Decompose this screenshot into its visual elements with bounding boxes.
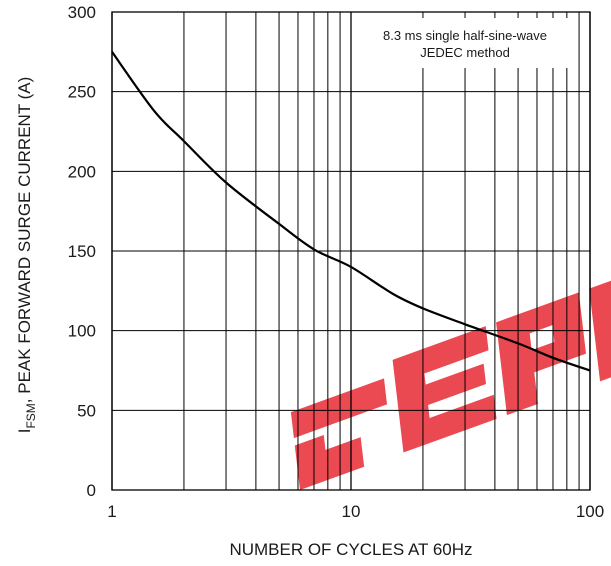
x-tick-label: 10 bbox=[342, 502, 361, 521]
x-tick-label: 1 bbox=[107, 502, 116, 521]
y-tick-label: 300 bbox=[68, 3, 96, 22]
x-axis-title: NUMBER OF CYCLES AT 60Hz bbox=[229, 540, 472, 559]
y-axis-title: IFSM, PEAK FORWARD SURGE CURRENT (A) bbox=[15, 77, 38, 434]
x-tick-label: 100 bbox=[576, 502, 604, 521]
y-axis-title-subscript: FSM bbox=[24, 403, 38, 428]
y-tick-label: 0 bbox=[87, 481, 96, 500]
plot-frame bbox=[111, 11, 591, 491]
grid bbox=[111, 11, 591, 491]
y-axis-title-text: , PEAK FORWARD SURGE CURRENT (A) bbox=[15, 77, 34, 404]
y-tick-label: 50 bbox=[77, 401, 96, 420]
annotation-line-2: JEDEC method bbox=[420, 45, 510, 60]
y-tick-label: 200 bbox=[68, 162, 96, 181]
y-tick-label: 150 bbox=[68, 242, 96, 261]
watermark-logo bbox=[290, 254, 611, 490]
annotation-box: 8.3 ms single half-sine-wave JEDEC metho… bbox=[358, 18, 572, 68]
y-tick-label: 100 bbox=[68, 322, 96, 341]
y-tick-labels: 0 50 100 150 200 250 300 bbox=[68, 3, 96, 500]
surge-current-curve bbox=[111, 51, 591, 372]
y-axis-title-symbol: I bbox=[15, 429, 34, 434]
x-tick-labels: 1 10 100 bbox=[107, 502, 604, 521]
y-tick-label: 250 bbox=[68, 83, 96, 102]
annotation-line-1: 8.3 ms single half-sine-wave bbox=[383, 28, 547, 43]
